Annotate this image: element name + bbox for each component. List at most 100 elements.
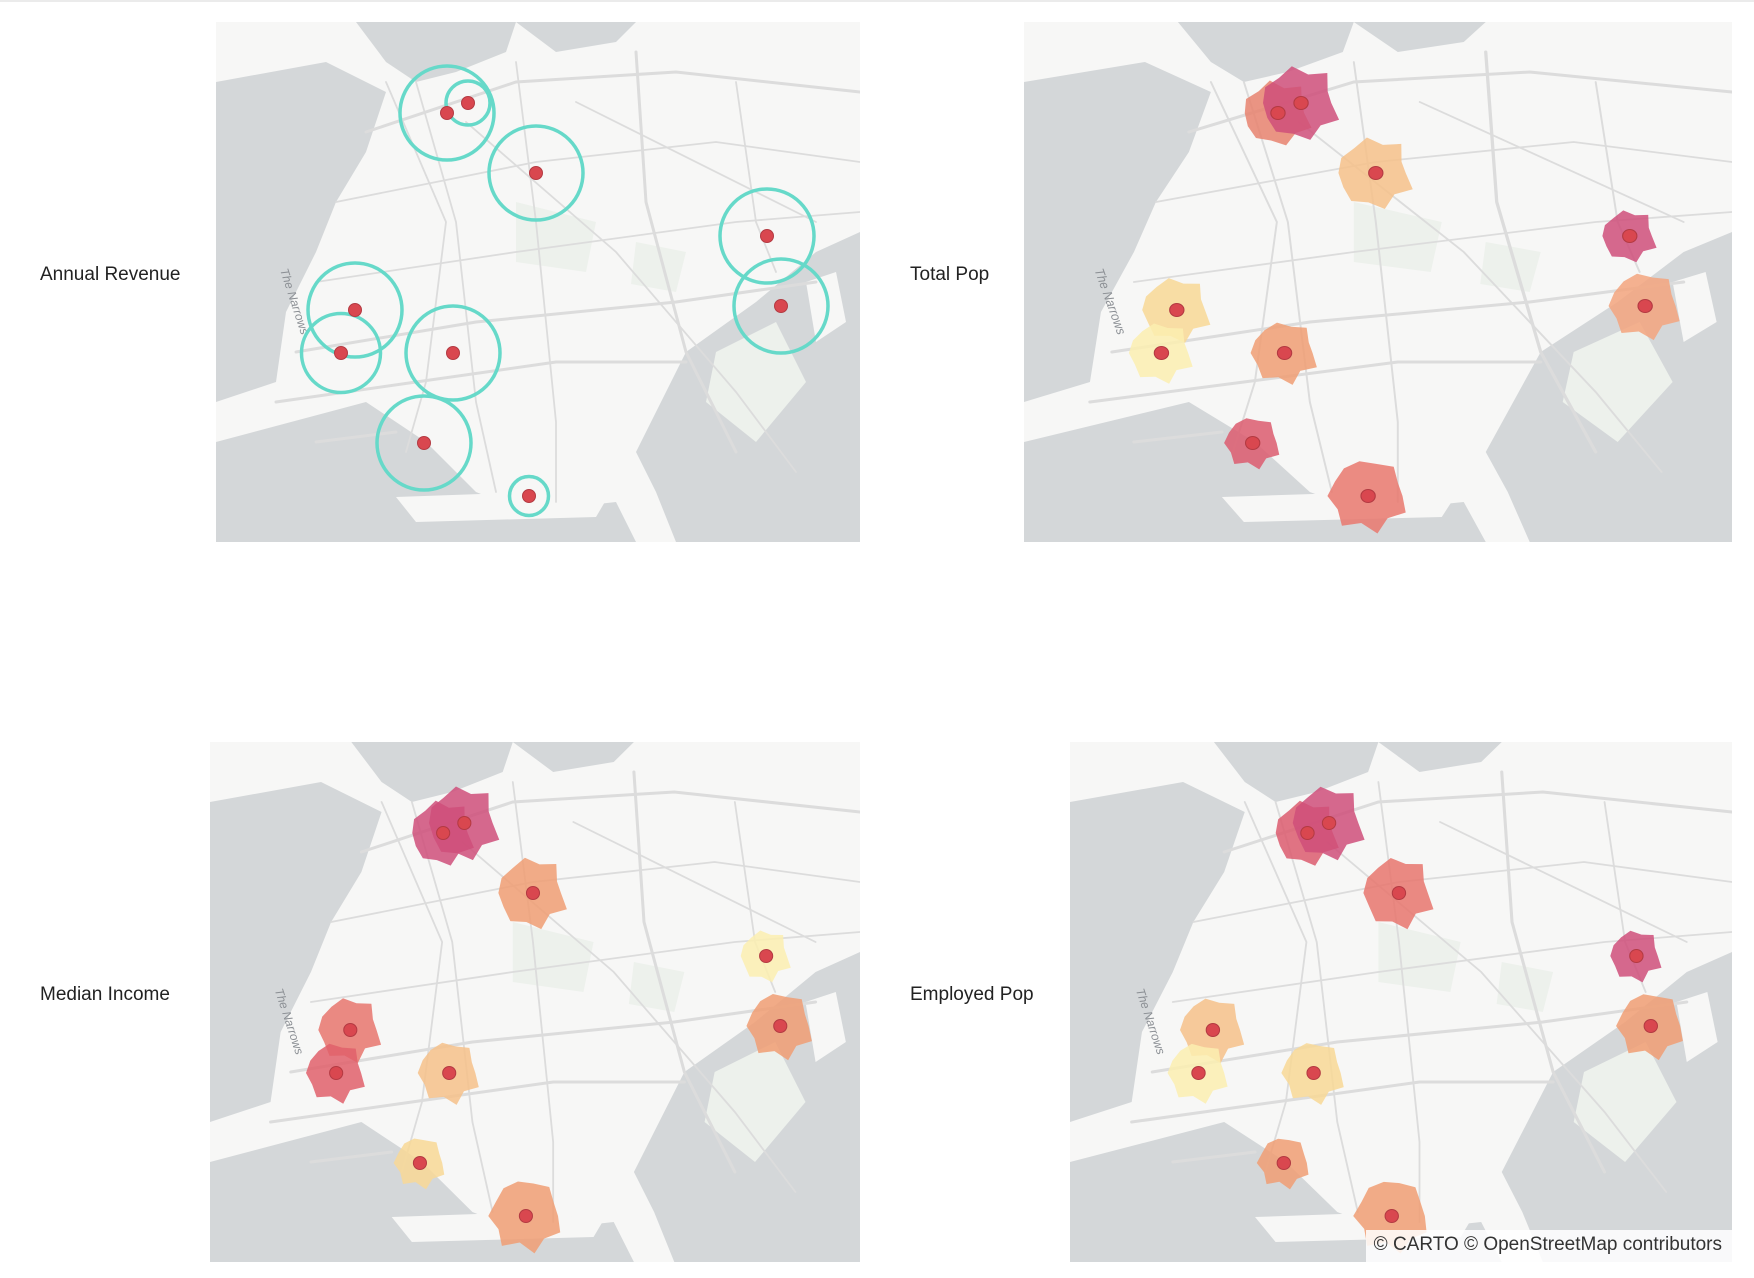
upper-bay-water [1024, 62, 1211, 402]
map-canvas[interactable]: The Narrows [210, 742, 860, 1262]
point-site-9[interactable] [1244, 436, 1261, 450]
road [465, 121, 797, 473]
point-site-3[interactable] [1391, 886, 1407, 900]
point-site-7[interactable] [1306, 1066, 1321, 1080]
road [572, 821, 817, 943]
buffer-site-8[interactable] [732, 257, 830, 355]
lower-bay-water [1070, 1122, 1502, 1262]
point-site-4[interactable] [759, 949, 774, 963]
map-median-income[interactable]: The Narrows [210, 742, 860, 1262]
point-site-5[interactable] [1205, 1023, 1221, 1037]
road [330, 861, 860, 923]
point-site-5[interactable] [348, 303, 362, 317]
road [632, 770, 737, 1174]
park-2 [1496, 962, 1554, 1012]
point-site-6[interactable] [1191, 1066, 1206, 1080]
east-river-water [351, 742, 513, 802]
point-site-7[interactable] [446, 346, 460, 360]
point-site-3[interactable] [1368, 166, 1384, 180]
point-site-9[interactable] [412, 1156, 428, 1170]
map-employed-pop[interactable]: The Narrows © CARTO © OpenStreetMap cont… [1070, 742, 1732, 1262]
point-site-10[interactable] [522, 489, 536, 503]
point-site-8[interactable] [774, 299, 788, 313]
point-site-8[interactable] [773, 1019, 788, 1033]
marsh-island-2 [806, 272, 846, 342]
point-site-1[interactable] [436, 826, 451, 840]
road [1150, 1000, 1689, 1074]
feature-layer [299, 64, 830, 518]
buffer-site-7[interactable] [404, 304, 502, 402]
road [310, 931, 860, 1003]
marsh-island-2 [1672, 272, 1717, 342]
point-site-7[interactable] [1276, 346, 1293, 360]
coney-island [396, 492, 606, 522]
buffer-site-3[interactable] [487, 124, 585, 222]
marsh-island-2 [805, 992, 846, 1062]
buffer-site-6[interactable] [299, 311, 383, 395]
road [634, 50, 738, 454]
point-site-3[interactable] [529, 166, 543, 180]
road [294, 280, 818, 354]
road [1439, 821, 1688, 943]
road [269, 1080, 686, 1124]
point-site-9[interactable] [1276, 1156, 1292, 1170]
point-site-6[interactable] [1153, 346, 1170, 360]
buffer-site-5[interactable] [306, 261, 404, 359]
road [1088, 360, 1543, 404]
point-site-2[interactable] [461, 96, 475, 110]
buffer-site-2[interactable] [444, 79, 492, 127]
point-site-6[interactable] [329, 1066, 344, 1080]
road [364, 70, 860, 134]
map-canvas[interactable]: The Narrows [1070, 742, 1732, 1262]
buffer-site-10[interactable] [507, 474, 551, 518]
road [385, 81, 447, 453]
point-site-1[interactable] [1300, 826, 1315, 840]
point-site-9[interactable] [417, 436, 431, 450]
road [1154, 141, 1732, 203]
point-site-10[interactable] [1360, 489, 1376, 503]
point-site-4[interactable] [1629, 949, 1644, 963]
point-site-1[interactable] [1270, 106, 1286, 120]
point-site-4[interactable] [760, 229, 774, 243]
park-2 [1480, 242, 1541, 292]
park-2 [631, 242, 686, 292]
marsh-island [1573, 1042, 1677, 1162]
buffer-site-1[interactable] [398, 64, 496, 162]
label-median-income: Median Income [40, 984, 170, 1005]
creek-water [1378, 742, 1502, 772]
map-canvas[interactable]: The Narrows [216, 22, 860, 542]
map-annual-revenue[interactable]: The Narrows [216, 22, 860, 542]
road [1132, 430, 1224, 444]
road [335, 141, 860, 203]
point-site-2[interactable] [1321, 816, 1337, 830]
point-site-4[interactable] [1622, 229, 1638, 243]
road [314, 430, 398, 444]
point-site-10[interactable] [1384, 1209, 1399, 1223]
point-site-8[interactable] [1643, 1019, 1658, 1033]
road [1132, 211, 1732, 283]
point-site-1[interactable] [440, 106, 454, 120]
point-site-6[interactable] [334, 346, 348, 360]
road [315, 211, 860, 283]
point-site-10[interactable] [518, 1209, 533, 1223]
road [1418, 101, 1685, 223]
map-attribution[interactable]: © CARTO © OpenStreetMap contributors [1365, 1230, 1732, 1262]
map-canvas[interactable]: The Narrows [1024, 22, 1732, 542]
creek-water [516, 22, 636, 52]
buffer-site-4[interactable] [718, 187, 816, 285]
road [1192, 861, 1732, 923]
map-total-pop[interactable]: The Narrows [1024, 22, 1732, 542]
lower-bay-water [1024, 402, 1486, 542]
road [735, 81, 777, 273]
point-site-3[interactable] [525, 886, 541, 900]
point-site-5[interactable] [1169, 303, 1185, 317]
point-site-2[interactable] [1293, 96, 1309, 110]
point-site-2[interactable] [457, 816, 472, 830]
road [575, 101, 817, 223]
point-site-5[interactable] [343, 1023, 358, 1037]
point-site-8[interactable] [1637, 299, 1653, 313]
upper-bay-water [216, 62, 386, 402]
point-site-7[interactable] [442, 1066, 457, 1080]
road [1130, 1080, 1555, 1124]
buffer-site-9[interactable] [375, 394, 473, 492]
